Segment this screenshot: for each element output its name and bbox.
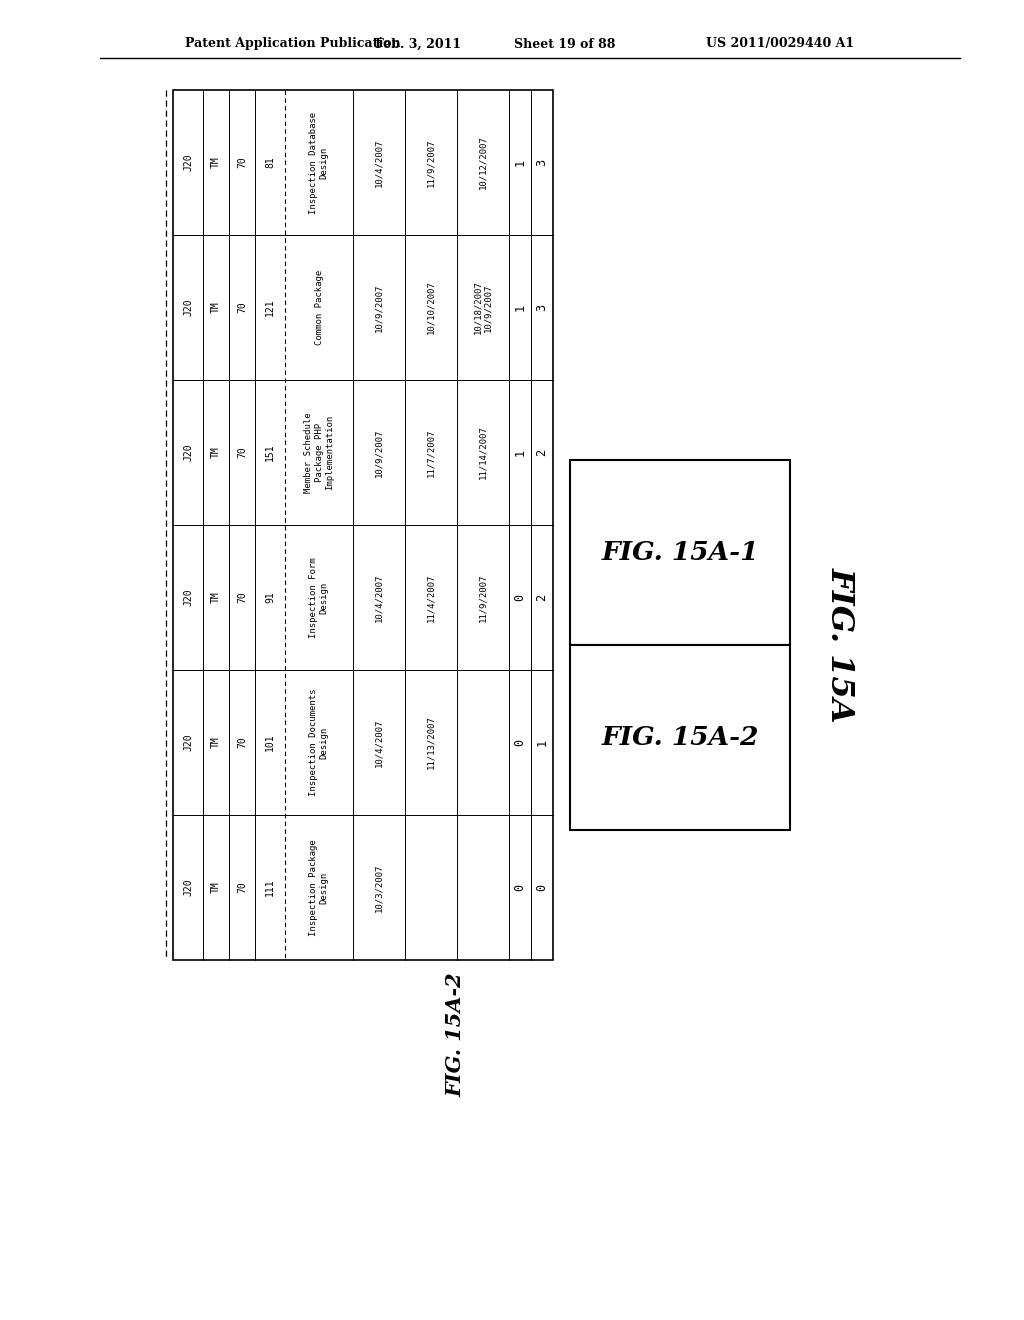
Text: 70: 70 [237, 882, 247, 894]
Text: Member Schedule
Package PHP
Implementation: Member Schedule Package PHP Implementati… [304, 412, 334, 492]
Text: J20: J20 [183, 734, 193, 751]
Text: 2: 2 [536, 594, 549, 601]
Text: 0: 0 [513, 594, 526, 601]
Text: J20: J20 [183, 879, 193, 896]
Text: 1: 1 [536, 739, 549, 746]
Text: Inspection Form
Design: Inspection Form Design [309, 557, 329, 638]
Text: Inspection Database
Design: Inspection Database Design [309, 111, 329, 214]
Text: J20: J20 [183, 444, 193, 461]
Text: J20: J20 [183, 589, 193, 606]
Text: 10/9/2007: 10/9/2007 [375, 428, 384, 477]
Text: 70: 70 [237, 591, 247, 603]
Text: 10/18/2007
10/9/2007: 10/18/2007 10/9/2007 [473, 281, 493, 334]
Text: TM: TM [211, 737, 221, 748]
Text: 11/13/2007: 11/13/2007 [427, 715, 435, 770]
Text: FIG. 15A-1: FIG. 15A-1 [601, 540, 759, 565]
Text: Common Package: Common Package [314, 269, 324, 345]
Text: Inspection Documents
Design: Inspection Documents Design [309, 689, 329, 796]
Text: 121: 121 [265, 298, 275, 317]
Text: 10/3/2007: 10/3/2007 [375, 863, 384, 912]
Text: 11/9/2007: 11/9/2007 [478, 573, 487, 622]
Bar [173, 90, 553, 960]
Text: 1: 1 [513, 158, 526, 166]
Text: 2: 2 [536, 449, 549, 457]
Text: TM: TM [211, 591, 221, 603]
Text: 11/9/2007: 11/9/2007 [427, 139, 435, 186]
Text: 11/7/2007: 11/7/2007 [427, 428, 435, 477]
Text: 70: 70 [237, 446, 247, 458]
Text: J20: J20 [183, 153, 193, 172]
Text: Sheet 19 of 88: Sheet 19 of 88 [514, 37, 615, 50]
Text: 70: 70 [237, 737, 247, 748]
Text: Inspection Package
Design: Inspection Package Design [309, 840, 329, 936]
Text: 0: 0 [536, 884, 549, 891]
Text: J20: J20 [183, 298, 193, 317]
Text: 10/4/2007: 10/4/2007 [375, 573, 384, 622]
Text: 1: 1 [513, 449, 526, 457]
Text: 10/10/2007: 10/10/2007 [427, 281, 435, 334]
Bar [570, 645, 790, 830]
Text: FIG. 15A-2: FIG. 15A-2 [445, 973, 465, 1097]
Text: 3: 3 [536, 304, 549, 312]
Text: Patent Application Publication: Patent Application Publication [185, 37, 400, 50]
Text: 101: 101 [265, 734, 275, 751]
Text: 11/14/2007: 11/14/2007 [478, 425, 487, 479]
Text: TM: TM [211, 882, 221, 894]
Text: 10/4/2007: 10/4/2007 [375, 718, 384, 767]
Text: 1: 1 [513, 304, 526, 312]
Text: 70: 70 [237, 302, 247, 313]
Text: 151: 151 [265, 444, 275, 461]
Text: 10/4/2007: 10/4/2007 [375, 139, 384, 186]
Text: 10/12/2007: 10/12/2007 [478, 136, 487, 189]
Text: 91: 91 [265, 591, 275, 603]
Text: TM: TM [211, 446, 221, 458]
Text: FIG. 15A-2: FIG. 15A-2 [601, 725, 759, 750]
Text: 11/4/2007: 11/4/2007 [427, 573, 435, 622]
Text: 111: 111 [265, 879, 275, 896]
Text: 10/9/2007: 10/9/2007 [375, 284, 384, 331]
Text: TM: TM [211, 302, 221, 313]
Text: TM: TM [211, 157, 221, 169]
Text: Feb. 3, 2011: Feb. 3, 2011 [375, 37, 461, 50]
Text: 0: 0 [513, 739, 526, 746]
Text: 0: 0 [513, 884, 526, 891]
Bar [570, 459, 790, 645]
Text: 70: 70 [237, 157, 247, 169]
Text: FIG. 15A: FIG. 15A [824, 568, 855, 723]
Text: 3: 3 [536, 158, 549, 166]
Text: US 2011/0029440 A1: US 2011/0029440 A1 [706, 37, 854, 50]
Text: 81: 81 [265, 157, 275, 169]
